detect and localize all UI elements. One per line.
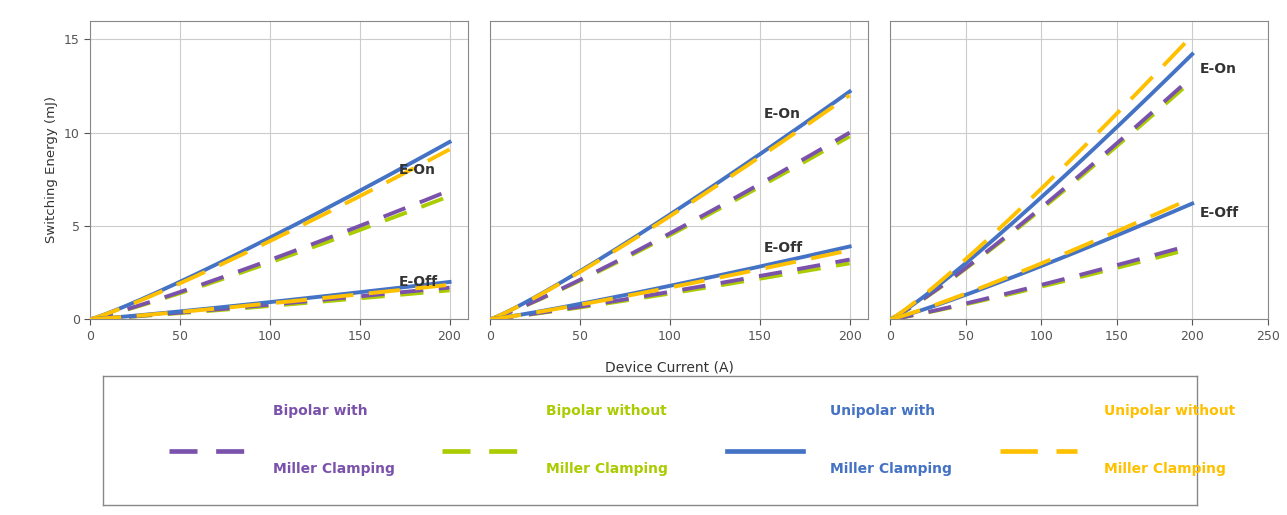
Text: Unipolar with: Unipolar with bbox=[830, 404, 936, 418]
Text: Miller Clamping: Miller Clamping bbox=[1104, 462, 1225, 476]
Text: E-Off: E-Off bbox=[399, 274, 439, 289]
Text: Bipolar without: Bipolar without bbox=[546, 404, 667, 418]
Text: Device Current (A): Device Current (A) bbox=[605, 360, 734, 374]
Text: E-Off: E-Off bbox=[763, 241, 803, 255]
Text: Bipolar with: Bipolar with bbox=[273, 404, 367, 418]
Text: Miller Clamping: Miller Clamping bbox=[546, 462, 668, 476]
Text: E-On: E-On bbox=[763, 107, 801, 121]
Text: Miller Clamping: Miller Clamping bbox=[830, 462, 952, 476]
Text: Miller Clamping: Miller Clamping bbox=[273, 462, 394, 476]
Text: Unipolar without: Unipolar without bbox=[1104, 404, 1236, 418]
Text: E-Off: E-Off bbox=[1199, 205, 1239, 219]
Y-axis label: Switching Energy (mJ): Switching Energy (mJ) bbox=[45, 96, 58, 244]
Text: E-On: E-On bbox=[1199, 62, 1237, 76]
Text: E-On: E-On bbox=[399, 163, 436, 177]
